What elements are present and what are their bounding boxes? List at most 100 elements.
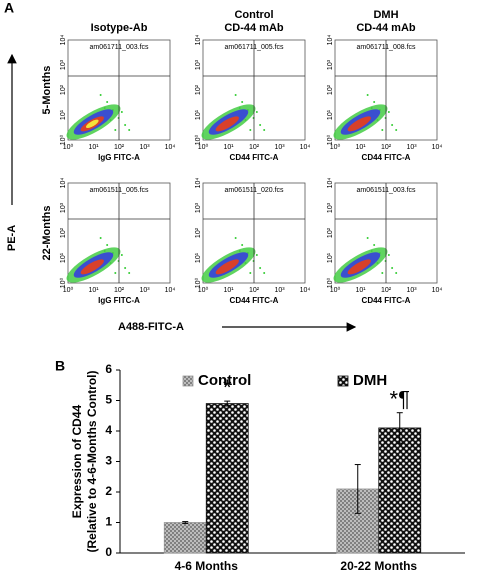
plot-x-label: CD44 FITC-A xyxy=(362,153,411,162)
plot-x-label: CD44 FITC-A xyxy=(362,296,411,305)
y-tick-label: 10⁴ xyxy=(327,178,334,189)
y-tick-label: 2 xyxy=(105,484,112,498)
event-dot xyxy=(234,237,237,239)
event-dot xyxy=(395,129,398,131)
x-tick-label: 10⁴ xyxy=(432,287,443,294)
column-header: CD-44 mAb xyxy=(224,22,284,34)
x-tick-label: 10² xyxy=(249,144,260,151)
y-tick-label: 10¹ xyxy=(195,252,202,263)
x-tick-label: 10³ xyxy=(139,287,150,294)
event-dot xyxy=(124,124,127,126)
x-tick-label: 10⁰ xyxy=(198,286,209,294)
legend-swatch xyxy=(182,375,194,387)
event-dot xyxy=(106,244,109,246)
y-tick-label: 10³ xyxy=(195,59,202,70)
y-tick-label: 10² xyxy=(60,84,67,95)
x-tick-label: 10⁰ xyxy=(63,286,74,294)
y-tick-label: 1 xyxy=(105,515,112,529)
y-tick-label: 10³ xyxy=(60,202,67,213)
y-tick-label: 10² xyxy=(195,227,202,238)
bar xyxy=(163,522,207,554)
density-inner xyxy=(80,259,104,275)
plot-x-label: CD44 FITC-A xyxy=(230,153,279,162)
y-axis-label: Expression of CD44 xyxy=(70,404,84,518)
x-tick-label: 10³ xyxy=(139,144,150,151)
event-dot xyxy=(255,111,258,113)
x-tick-label: 10⁴ xyxy=(300,144,311,151)
y-tick-label: 10⁴ xyxy=(327,35,334,46)
density-inner xyxy=(347,116,371,132)
legend-label: Control xyxy=(198,372,251,389)
y-tick-label: 10³ xyxy=(327,59,334,70)
y-tick-label: 10² xyxy=(327,84,334,95)
y-tick-label: 10³ xyxy=(60,59,67,70)
event-dot xyxy=(120,111,123,113)
y-axis-label: (Relative to 4-6-Months Control) xyxy=(85,370,99,552)
density-inner xyxy=(215,116,239,132)
event-dot xyxy=(263,272,266,274)
y-tick-label: 10¹ xyxy=(60,109,67,120)
x-tick-label: 10⁴ xyxy=(165,144,176,151)
event-dot xyxy=(114,129,117,131)
column-header: CD-44 mAb xyxy=(356,22,416,34)
event-dot xyxy=(234,94,237,96)
density-core xyxy=(85,119,99,129)
event-dot xyxy=(114,272,117,274)
event-dot xyxy=(241,101,244,103)
y-tick-label: 10³ xyxy=(195,202,202,213)
x-axis-label: A488-FITC-A xyxy=(118,321,184,333)
y-tick-label: 10² xyxy=(60,227,67,238)
y-tick-label: 5 xyxy=(105,393,112,407)
x-tick-label: 10² xyxy=(249,287,260,294)
x-tick-label: 10³ xyxy=(274,287,285,294)
event-dot xyxy=(373,101,376,103)
event-dot xyxy=(128,272,131,274)
event-dot xyxy=(381,129,384,131)
event-dot xyxy=(263,129,266,131)
event-dot xyxy=(366,237,369,239)
y-tick-label: 10¹ xyxy=(327,109,334,120)
event-dot xyxy=(366,94,369,96)
column-header: DMH xyxy=(373,9,398,21)
event-dot xyxy=(387,111,390,113)
y-tick-label: 10⁴ xyxy=(195,35,202,46)
event-dot xyxy=(124,267,127,269)
x-tick-label: 10³ xyxy=(406,287,417,294)
event-dot xyxy=(99,94,102,96)
x-tick-label: 20-22 Months xyxy=(340,559,417,573)
x-tick-label: 10⁴ xyxy=(165,287,176,294)
y-tick-label: 10⁰ xyxy=(194,278,202,289)
panel-label: B xyxy=(55,358,65,374)
y-tick-label: 0 xyxy=(105,545,112,559)
event-dot xyxy=(241,244,244,246)
x-tick-label: 10² xyxy=(114,144,125,151)
x-tick-label: 10² xyxy=(381,144,392,151)
event-dot xyxy=(249,129,252,131)
x-tick-label: 10² xyxy=(381,287,392,294)
file-name: am061511_005.fcs xyxy=(89,187,149,194)
x-tick-label: 10¹ xyxy=(223,144,234,151)
event-dot xyxy=(128,129,131,131)
event-dot xyxy=(381,272,384,274)
file-name: am061711_003.fcs xyxy=(89,44,149,51)
density-inner xyxy=(215,259,239,275)
y-tick-label: 10⁴ xyxy=(195,178,202,189)
x-tick-label: 10³ xyxy=(274,144,285,151)
density-inner xyxy=(347,259,371,275)
file-name: am061511_020.fcs xyxy=(224,187,284,194)
y-tick-label: 10¹ xyxy=(327,252,334,263)
plot-x-label: IgG FITC-A xyxy=(98,153,140,162)
x-tick-label: 10¹ xyxy=(88,144,99,151)
row-label: 22-Months xyxy=(41,206,53,261)
x-tick-label: 10⁰ xyxy=(330,286,341,294)
event-dot xyxy=(106,101,109,103)
annotation: *¶ xyxy=(390,387,410,412)
y-tick-label: 10⁴ xyxy=(60,178,67,189)
y-tick-label: 10⁴ xyxy=(60,35,67,46)
y-tick-label: 10⁰ xyxy=(326,135,334,146)
event-dot xyxy=(249,272,252,274)
annotation: * xyxy=(223,375,232,400)
event-dot xyxy=(120,254,123,256)
y-tick-label: 4 xyxy=(105,423,112,437)
